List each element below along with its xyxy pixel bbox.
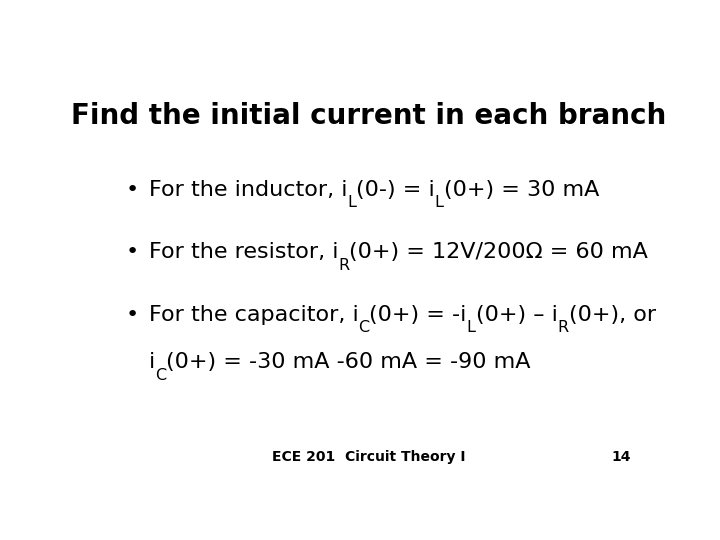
Text: •: • [125, 305, 138, 325]
Text: (0-) = i: (0-) = i [356, 180, 435, 200]
Text: L: L [347, 195, 356, 211]
Text: (0+) = 12V/200Ω = 60 mA: (0+) = 12V/200Ω = 60 mA [349, 242, 648, 262]
Text: (0+) = 30 mA: (0+) = 30 mA [444, 180, 599, 200]
Text: C: C [155, 368, 166, 383]
Text: For the resistor, i: For the resistor, i [148, 242, 338, 262]
Text: ECE 201  Circuit Theory I: ECE 201 Circuit Theory I [272, 450, 466, 464]
Text: C: C [359, 320, 369, 335]
Text: R: R [557, 320, 569, 335]
Text: Find the initial current in each branch: Find the initial current in each branch [71, 102, 667, 130]
Text: (0+) – i: (0+) – i [476, 305, 557, 325]
Text: For the capacitor, i: For the capacitor, i [148, 305, 359, 325]
Text: (0+) = -30 mA -60 mA = -90 mA: (0+) = -30 mA -60 mA = -90 mA [166, 352, 531, 373]
Text: i: i [148, 352, 155, 373]
Text: L: L [435, 195, 444, 211]
Text: R: R [338, 258, 349, 273]
Text: (0+), or: (0+), or [569, 305, 656, 325]
Text: •: • [125, 180, 138, 200]
Text: For the inductor, i: For the inductor, i [148, 180, 347, 200]
Text: L: L [467, 320, 476, 335]
Text: 14: 14 [612, 450, 631, 464]
Text: (0+) = -i: (0+) = -i [369, 305, 467, 325]
Text: •: • [125, 242, 138, 262]
